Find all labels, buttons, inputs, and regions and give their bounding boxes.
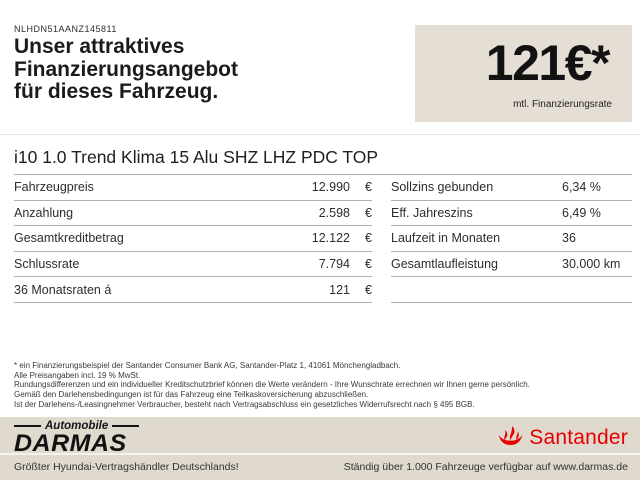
row-value: 12.122 bbox=[311, 231, 350, 246]
table-row: Anzahlung 2.598 € bbox=[14, 201, 372, 227]
row-unit: € bbox=[365, 231, 372, 246]
disclaimer-text: * ein Finanzierungsbeispiel der Santande… bbox=[14, 361, 530, 410]
finance-table-left: Fahrzeugpreis 12.990 € Anzahlung 2.598 €… bbox=[14, 175, 372, 303]
monthly-rate-box: 121€* mtl. Finanzierungsrate bbox=[415, 25, 632, 122]
table-row: 36 Monatsraten á 121 € bbox=[14, 277, 372, 303]
row-value: 7.794 bbox=[318, 257, 350, 272]
row-label: Anzahlung bbox=[14, 205, 74, 220]
finance-table-right: Sollzins gebunden 6,34 % Eff. Jahreszins… bbox=[391, 175, 632, 303]
disclaimer-line: * ein Finanzierungsbeispiel der Santande… bbox=[14, 361, 401, 370]
dealer-logo: Automobile DARMAS bbox=[14, 420, 140, 457]
disclaimer-line: Rundungsdifferenzen und ein individuelle… bbox=[14, 380, 530, 390]
row-unit: € bbox=[365, 180, 372, 195]
dealer-tagline: Größter Hyundai-Vertragshändler Deutschl… bbox=[14, 461, 239, 473]
section-divider bbox=[0, 134, 640, 135]
table-row: Sollzins gebunden 6,34 % bbox=[391, 175, 632, 201]
disclaimer-line: Gemäß den Darlehensbedingungen ist für d… bbox=[14, 390, 369, 400]
disclaimer-line: Alle Preisangaben incl. 19 % MwSt. bbox=[14, 370, 141, 380]
row-label: Eff. Jahreszins bbox=[391, 205, 473, 220]
page-title-line2: für dieses Fahrzeug. bbox=[14, 80, 219, 103]
row-unit: € bbox=[365, 282, 372, 297]
row-value: 2.598 bbox=[318, 205, 350, 220]
table-row: Schlussrate 7.794 € bbox=[14, 252, 372, 278]
row-label: Fahrzeugpreis bbox=[14, 180, 94, 195]
row-label: Gesamtkreditbetrag bbox=[14, 231, 124, 246]
row-label: Gesamtlaufleistung bbox=[391, 257, 499, 272]
dealer-logo-main-text: DARMAS bbox=[14, 430, 127, 457]
monthly-rate-value: 121€* bbox=[485, 35, 611, 91]
row-value: 6,34 % bbox=[562, 180, 601, 195]
page-title: Unser attraktives Finanzierungsangebot f… bbox=[14, 35, 414, 104]
bank-logo-text: Santander bbox=[529, 426, 628, 449]
vehicle-vin: NLHDN51AANZ145811 bbox=[14, 24, 117, 34]
row-value: 6,49 % bbox=[562, 205, 601, 220]
vehicle-model-title: i10 1.0 Trend Klima 15 Alu SHZ LHZ PDC T… bbox=[14, 147, 379, 167]
logo-line-left bbox=[14, 425, 41, 427]
row-value: 12.990 bbox=[311, 180, 350, 195]
monthly-rate-caption: mtl. Finanzierungsrate bbox=[513, 99, 612, 110]
page-title-line1: Unser attraktives Finanzierungsangebot bbox=[14, 35, 239, 81]
row-value: 121 bbox=[329, 282, 350, 297]
table-row: Eff. Jahreszins 6,49 % bbox=[391, 201, 632, 227]
table-row: Fahrzeugpreis 12.990 € bbox=[14, 175, 372, 201]
table-row: Laufzeit in Monaten 36 bbox=[391, 226, 632, 252]
dealer-logo-top: Automobile bbox=[14, 420, 140, 432]
row-unit: € bbox=[365, 205, 372, 220]
bank-logo: Santander bbox=[497, 424, 628, 452]
row-label: 36 Monatsraten á bbox=[14, 282, 112, 297]
row-value: 36 bbox=[562, 231, 576, 246]
row-label: Laufzeit in Monaten bbox=[391, 231, 501, 246]
dealer-logo-top-text: Automobile bbox=[45, 420, 109, 432]
row-unit: € bbox=[365, 257, 372, 272]
row-value: 30.000 km bbox=[562, 257, 621, 272]
bank-tagline: Ständig über 1.000 Fahrzeuge verfügbar a… bbox=[343, 461, 628, 473]
table-row-empty bbox=[391, 277, 632, 303]
table-row: Gesamtlaufleistung 30.000 km bbox=[391, 252, 632, 278]
footer-bar: Automobile DARMAS Santander Größter Hyu bbox=[0, 417, 640, 480]
finance-tables: Fahrzeugpreis 12.990 € Anzahlung 2.598 €… bbox=[14, 174, 632, 303]
santander-flame-icon bbox=[497, 424, 524, 452]
footer-separator bbox=[0, 453, 640, 455]
table-row: Gesamtkreditbetrag 12.122 € bbox=[14, 226, 372, 252]
row-label: Schlussrate bbox=[14, 257, 80, 272]
disclaimer-line: Ist der Darlehens-/Leasingnehmer Verbrau… bbox=[14, 399, 475, 409]
logo-line-right bbox=[112, 425, 140, 427]
row-label: Sollzins gebunden bbox=[391, 180, 494, 195]
